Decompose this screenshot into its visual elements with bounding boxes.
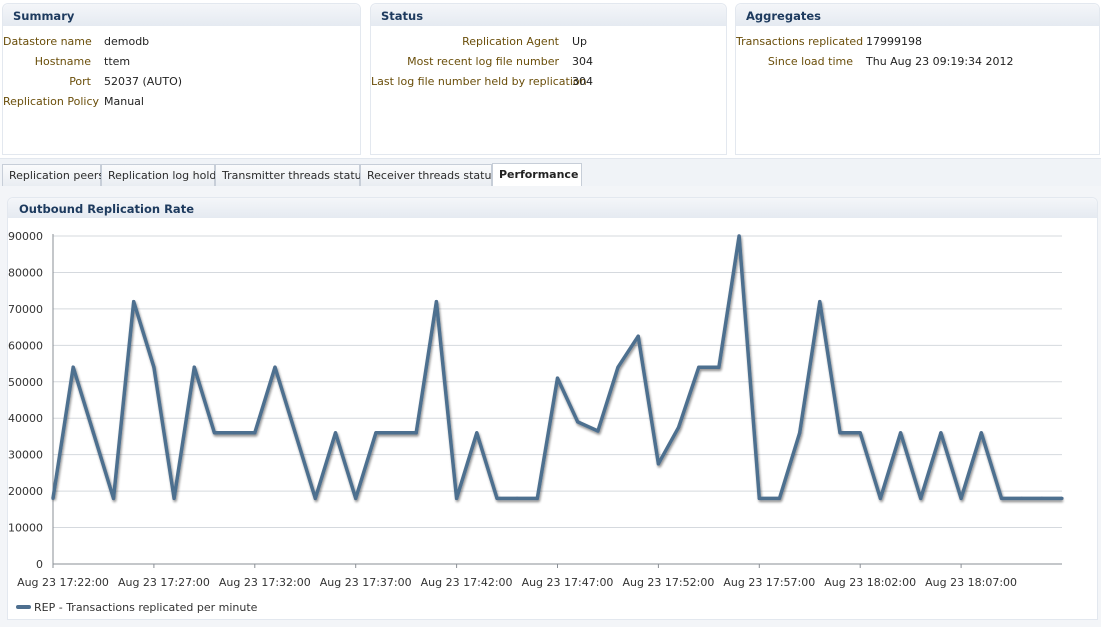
status-title: Status <box>371 4 726 26</box>
tab-receiver-threads-status[interactable]: Receiver threads status <box>360 164 497 186</box>
held-log-label: Last log file number held by replication <box>371 75 587 88</box>
status-panel: Status Replication Agent Up Most recent … <box>370 3 727 155</box>
transactions-replicated-label: Transactions replicated <box>736 35 864 48</box>
port-value: 52037 (AUTO) <box>104 75 183 88</box>
hostname-value: ttem <box>104 55 131 68</box>
since-load-time-value: Thu Aug 23 09:19:34 2012 <box>866 55 1014 68</box>
held-log-value: 304 <box>572 75 593 88</box>
transactions-replicated-value: 17999198 <box>866 35 922 48</box>
tab-replication-peers[interactable]: Replication peers <box>2 164 104 186</box>
replication-agent-label: Replication Agent <box>462 35 559 48</box>
replication-policy-label: Replication Policy <box>3 95 100 108</box>
chart-title: Outbound Replication Rate <box>8 198 1097 218</box>
hostname-label: Hostname <box>34 55 91 68</box>
tab-replication-log-holds[interactable]: Replication log holds <box>101 164 222 186</box>
tab-transmitter-threads-status[interactable]: Transmitter threads status <box>215 164 367 186</box>
since-load-time-label: Since load time <box>767 55 853 68</box>
summary-title: Summary <box>3 4 360 26</box>
datastore-name-value: demodb <box>104 35 150 48</box>
replication-policy-value: Manual <box>104 95 144 108</box>
recent-log-value: 304 <box>572 55 593 68</box>
replication-agent-value: Up <box>572 35 588 48</box>
tab-bar: Replication peers Replication log holds … <box>0 158 1101 187</box>
port-label: Port <box>69 75 91 88</box>
tab-performance[interactable]: Performance <box>492 163 582 187</box>
aggregates-panel: Aggregates Transactions replicated 17999… <box>735 3 1100 155</box>
summary-panel: Summary Datastore name demodb Hostname t… <box>2 3 361 155</box>
chart-panel: Outbound Replication Rate <box>7 197 1098 620</box>
recent-log-label: Most recent log file number <box>407 55 559 68</box>
aggregates-title: Aggregates <box>736 4 1099 26</box>
datastore-name-label: Datastore name <box>3 35 92 48</box>
